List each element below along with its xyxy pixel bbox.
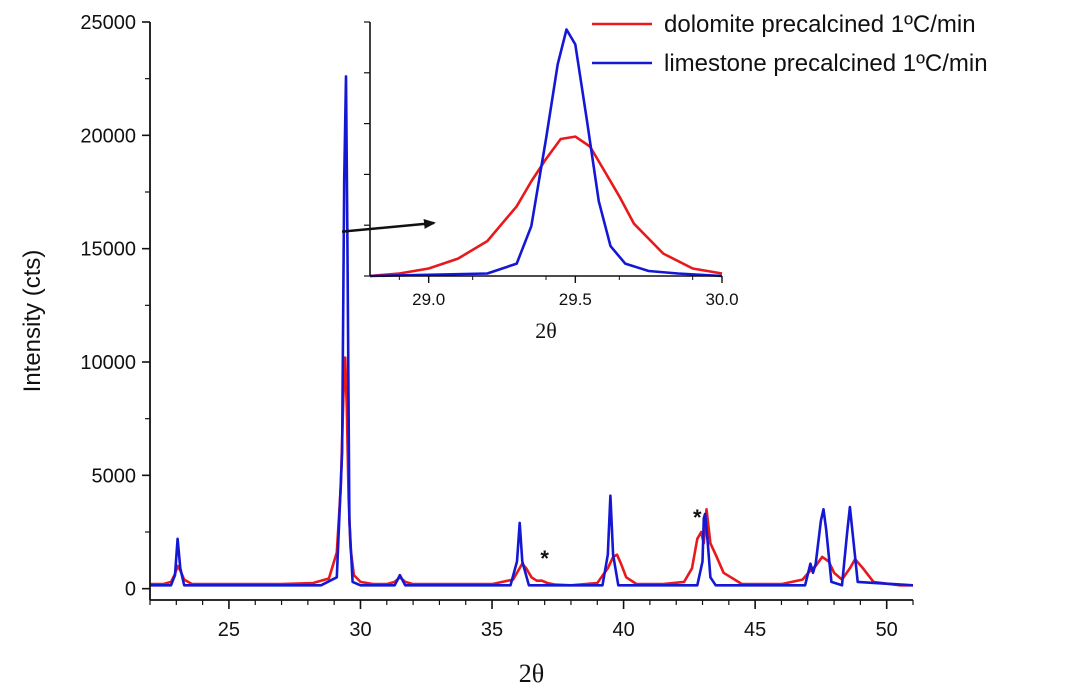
y-tick-label: 15000	[80, 239, 136, 261]
series-line-dolomite	[150, 356, 913, 587]
annotations: **	[540, 505, 702, 571]
y-tick-label: 25000	[80, 12, 136, 34]
x-tick-label: 30	[349, 619, 371, 641]
main-ticks: 25 30 35 40 45 50 0 5000 10000 15000 20000 25000	[80, 12, 914, 641]
x-axis-title: 2θ	[519, 659, 544, 688]
series-line-limestone	[150, 75, 914, 587]
zoom-arrow	[341, 218, 436, 233]
x-tick-label: 45	[744, 619, 766, 641]
inset-ticks: 29.0 29.5 30.0	[364, 21, 739, 309]
inset-x-tick-label: 29.0	[412, 290, 445, 309]
annotation-asterisk: *	[693, 505, 702, 530]
inset-x-tick-label: 30.0	[705, 290, 738, 309]
x-tick-label: 50	[876, 619, 898, 641]
x-tick-label: 35	[481, 619, 503, 641]
main-axes	[149, 22, 913, 601]
annotation-asterisk: *	[540, 546, 549, 571]
y-tick-label: 20000	[80, 125, 136, 147]
y-tick-label: 5000	[92, 465, 137, 487]
inset-x-axis-title: 2θ	[535, 318, 557, 343]
y-axis-title: Intensity (cts)	[19, 250, 46, 393]
inset-series-line-limestone	[369, 28, 723, 278]
x-tick-label: 25	[218, 619, 240, 641]
legend-label-dolomite: dolomite precalcined 1ºC/min	[664, 11, 976, 38]
y-tick-label: 10000	[80, 352, 136, 374]
inset-series-group	[369, 28, 723, 278]
inset-series-line-dolomite	[369, 135, 723, 278]
inset-background	[370, 22, 722, 276]
inset-x-tick-label: 29.5	[559, 290, 592, 309]
legend: dolomite precalcined 1ºC/min limestone p…	[592, 11, 988, 77]
main-series-group	[150, 75, 914, 587]
y-tick-label: 0	[125, 579, 136, 601]
x-tick-label: 40	[612, 619, 634, 641]
legend-label-limestone: limestone precalcined 1ºC/min	[664, 50, 988, 77]
